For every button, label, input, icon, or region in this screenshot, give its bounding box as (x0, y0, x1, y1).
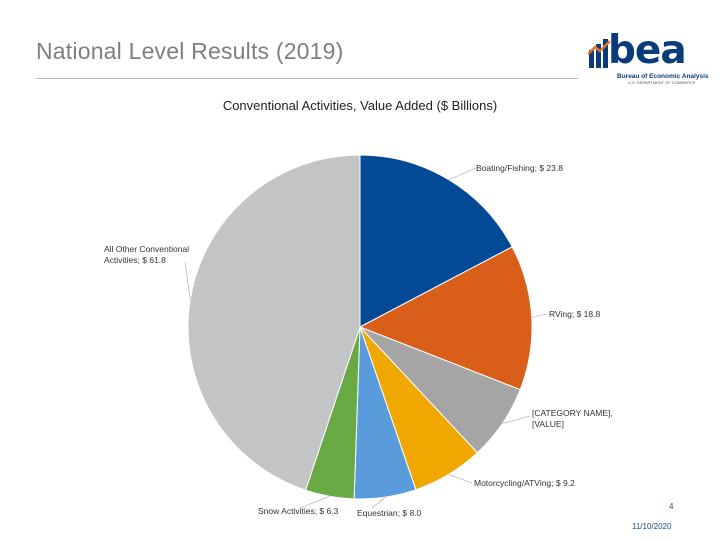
slice-label-rving: RVing; $ 18.8 (549, 309, 601, 319)
slice-label-boating: Boating/Fishing; $ 23.8 (476, 163, 563, 173)
slice-label-category: [CATEGORY NAME], [VALUE] (532, 408, 613, 429)
leader-line-category (502, 415, 531, 424)
slice-label-equestrian: Equestrian; $ 8.0 (357, 508, 422, 518)
slice-label-snow: Snow Activities; $ 6.3 (258, 506, 339, 516)
logo-department: U.S. DEPARTMENT OF COMMERCE (628, 80, 696, 85)
chart-title: Conventional Activities, Value Added ($ … (222, 98, 498, 113)
page-number: 4 (669, 502, 674, 511)
pie-slice-all-other (187, 154, 361, 491)
pie-slice-rving (358, 246, 533, 391)
leader-line-boating (448, 167, 477, 181)
logo-wordmark: bea (608, 28, 687, 73)
bea-logo: bea Bureau of Economic Analysis U.S. DEP… (588, 28, 709, 85)
slide-title: National Level Results (2019) (36, 38, 344, 64)
leader-line-motorcycling (448, 474, 473, 484)
slice-label-motorcycling: Motorcycling/ATVing; $ 9.2 (474, 478, 575, 488)
leader-line-snow (299, 496, 330, 509)
slide-date: 11/10/2020 (632, 522, 672, 531)
pie-slice-boating (359, 154, 513, 328)
logo-agency-name: Bureau of Economic Analysis (617, 73, 709, 80)
bar-chart-logo-icon (588, 39, 611, 68)
slice-label-all-other: All Other Conventional Activities; $ 61.… (104, 244, 190, 265)
title-rule (36, 78, 578, 79)
leader-line-rving (531, 313, 548, 318)
leader-line-all-other (184, 261, 191, 300)
leader-line-equestrian (371, 496, 386, 509)
